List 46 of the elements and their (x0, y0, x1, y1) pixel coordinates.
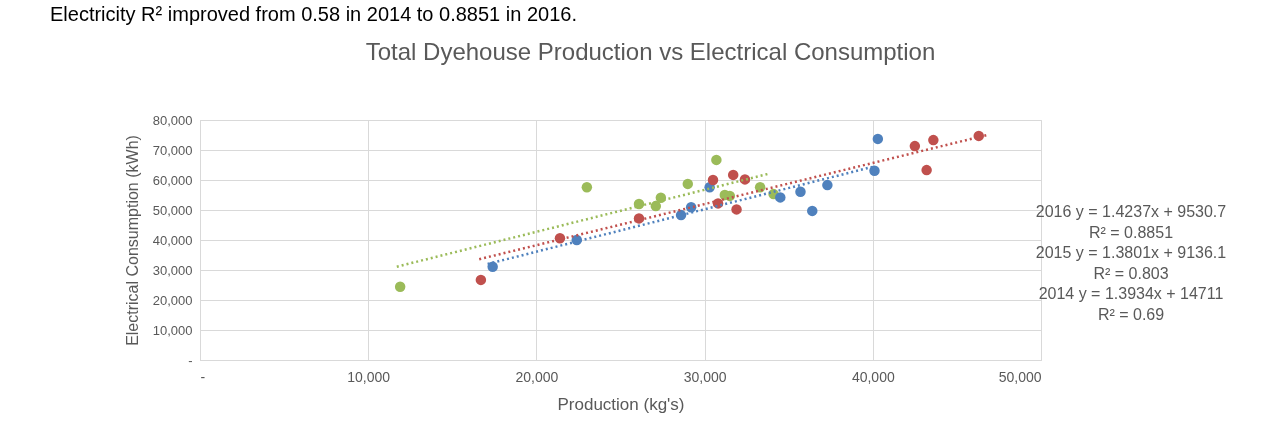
y-tick-label: - (188, 352, 193, 368)
y-axis-title: Electrical Consumption (kWh) (123, 135, 141, 346)
point (909, 140, 921, 152)
x-tick-label: 20,000 (515, 368, 559, 385)
point (754, 181, 766, 193)
point (682, 178, 694, 190)
point (775, 192, 786, 203)
point (633, 198, 645, 210)
annotation: 2015 y = 1.3801x + 9136.1 (1035, 244, 1227, 261)
point (822, 179, 833, 191)
text: R² = 0.69 (1097, 305, 1165, 323)
point (928, 134, 939, 146)
point (475, 274, 487, 286)
point (727, 169, 739, 181)
chart-title: Total Dyehouse Production vs Electrical Consumption (365, 38, 936, 65)
point (707, 174, 719, 186)
x-tick-label: 10,000 (347, 368, 391, 385)
y-tick-label: 70,000 (152, 142, 193, 158)
x-tick-label: 30,000 (683, 368, 727, 385)
text: R² = 0.8851 (1088, 223, 1174, 241)
y-tick-label: 60,000 (152, 172, 193, 188)
x-tick-label: - (200, 368, 206, 385)
annotation: 2014 y = 1.3934x + 14711 (1038, 285, 1224, 302)
text: R² = 0.803 (1093, 264, 1169, 282)
point (581, 181, 593, 193)
point (487, 261, 498, 272)
y-tick-label: 40,000 (152, 232, 193, 248)
text: Electricity R² improved from 0.58 in 2014 to 0.8851 in 2016. (50, 3, 577, 25)
point (921, 164, 932, 176)
point (795, 186, 806, 197)
point (711, 154, 722, 166)
point (394, 281, 406, 293)
y-tick-label: 50,000 (152, 202, 193, 218)
y-tick-label: 30,000 (152, 262, 193, 278)
x-tick-label: 40,000 (851, 368, 895, 385)
point (807, 205, 818, 217)
point (731, 204, 742, 215)
y-tick-label: 80,000 (152, 112, 193, 128)
point (650, 200, 662, 212)
point (872, 133, 884, 145)
annotation: 2016 y = 1.4237x + 9530.7 (1035, 203, 1227, 220)
point (869, 165, 880, 176)
y-tick-label: 20,000 (152, 292, 193, 308)
x-axis-title: Production (kg's) (557, 394, 685, 414)
y-tick-label: 10,000 (152, 322, 193, 338)
x-tick-label: 50,000 (998, 368, 1042, 385)
